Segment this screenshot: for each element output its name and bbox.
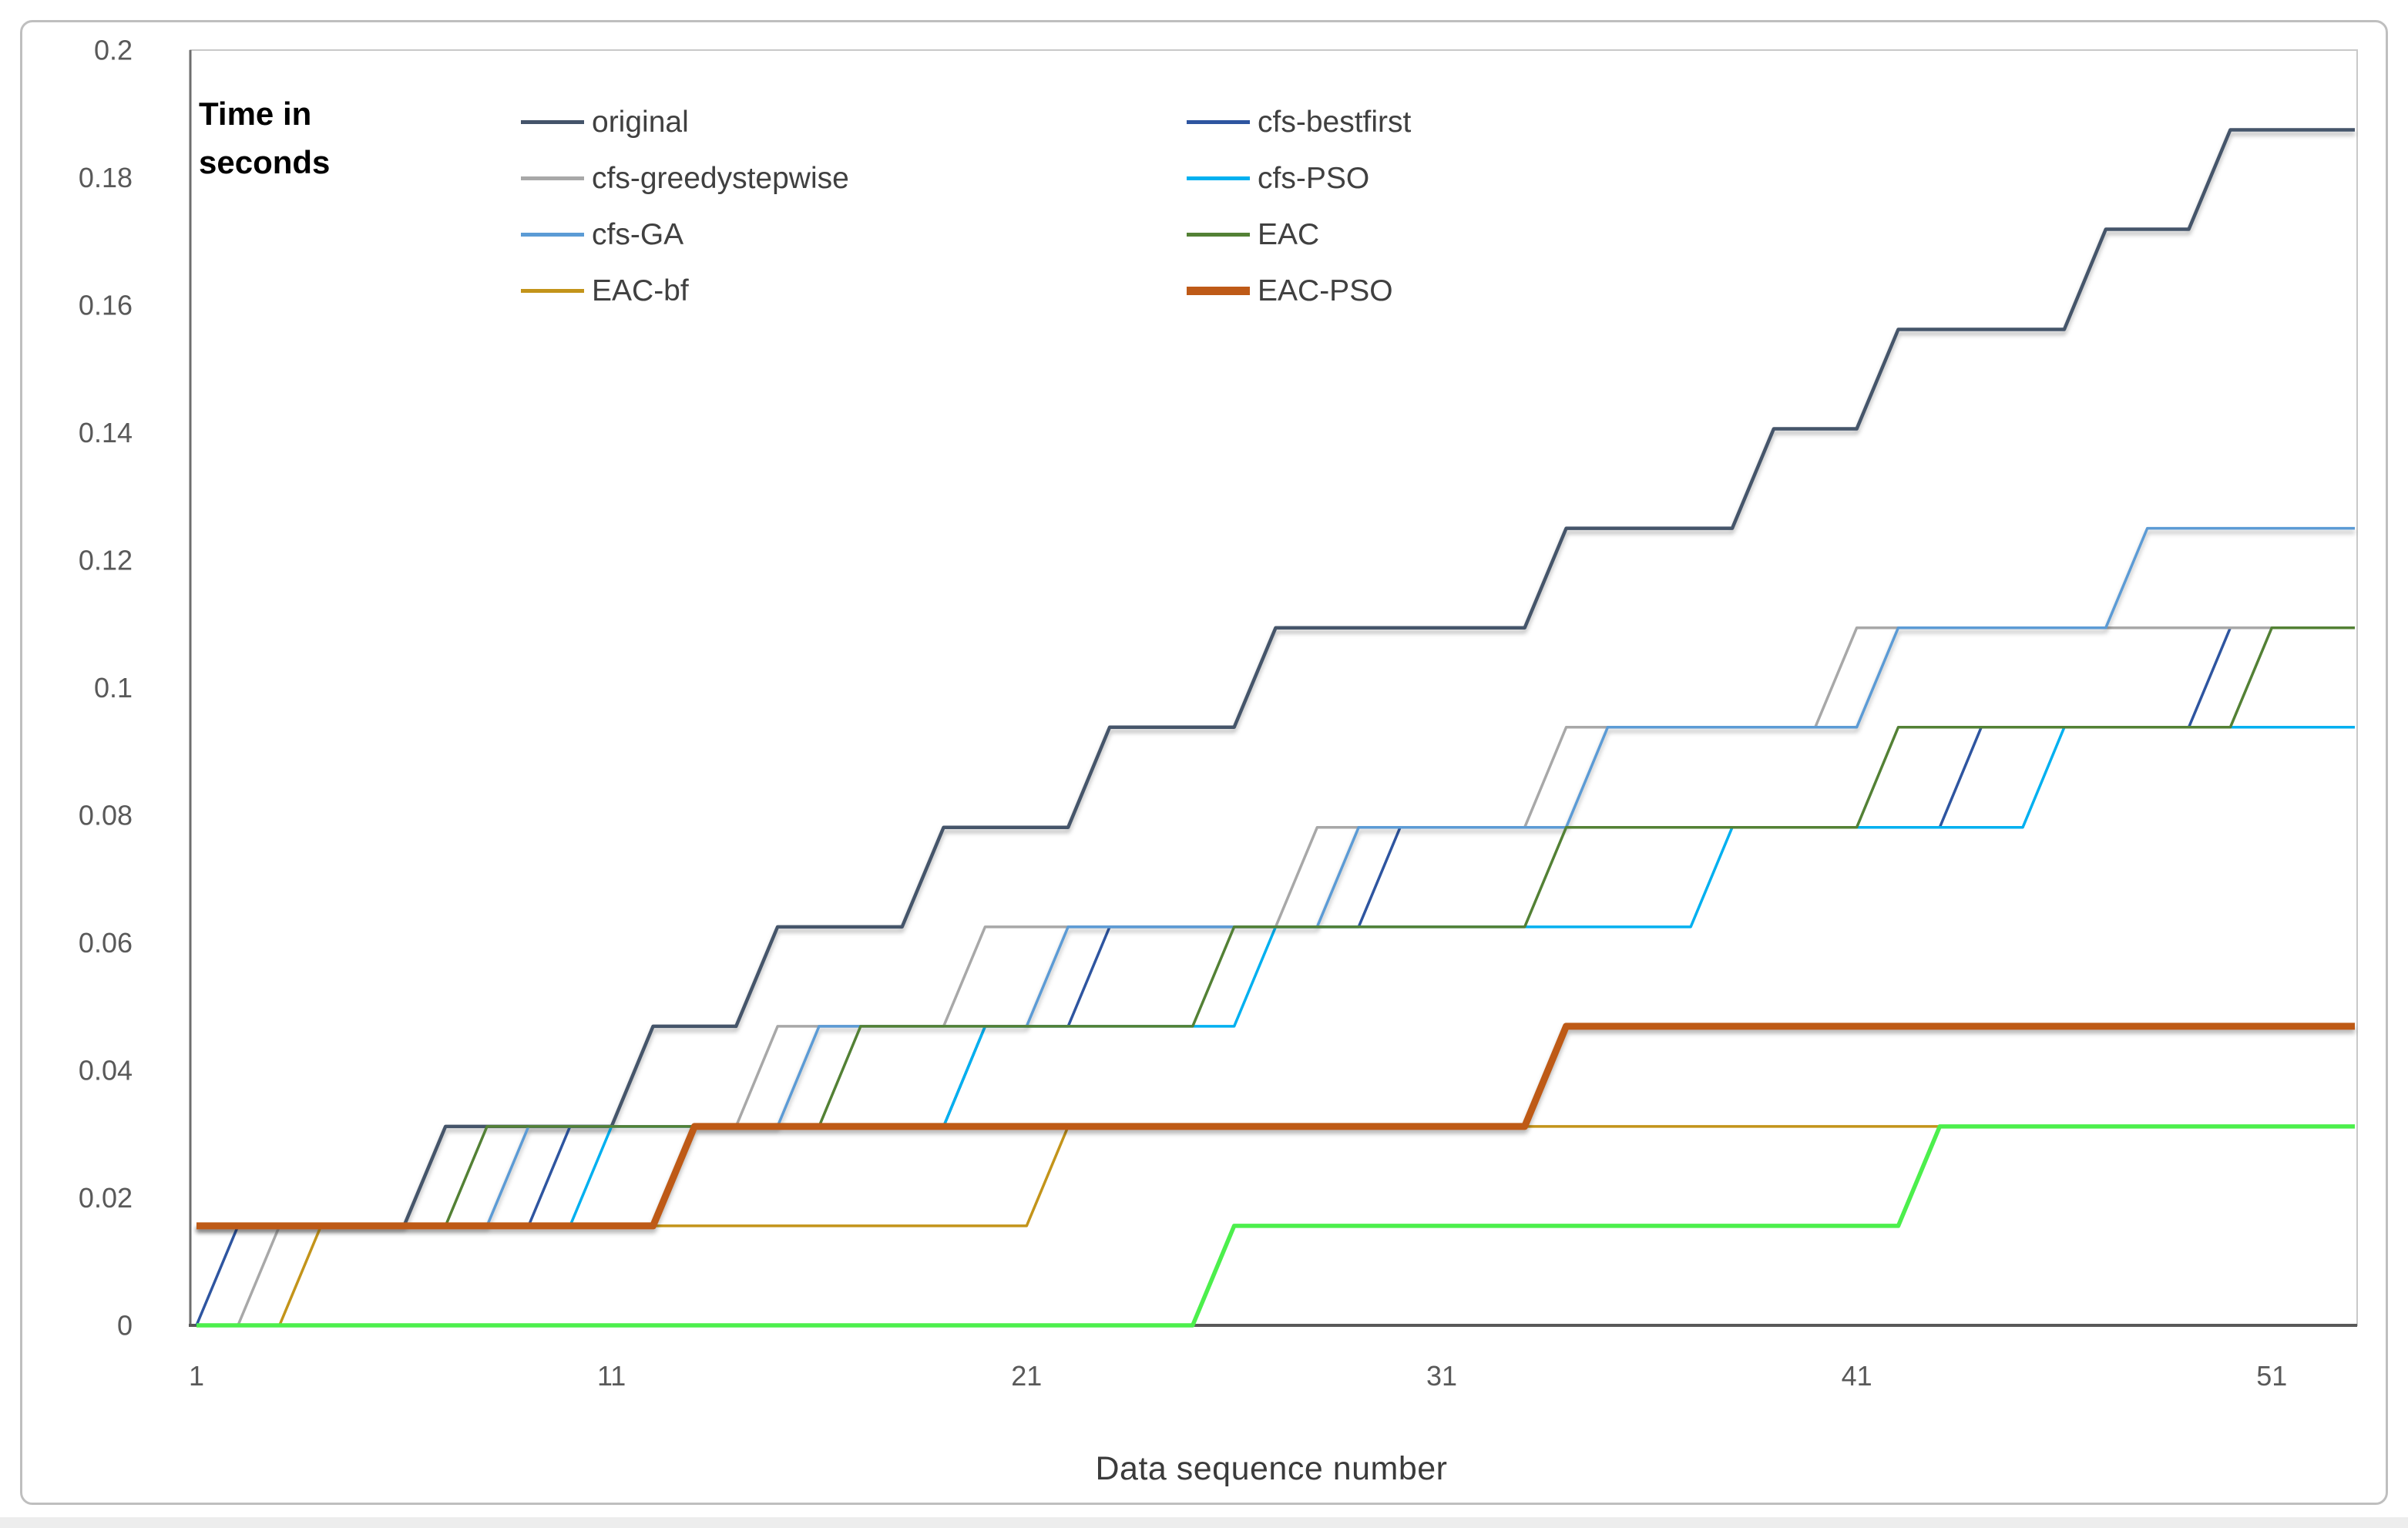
legend-label-cfs-greedystepwise: cfs-greedystepwise [592,161,849,195]
y-tick-label: 0.02 [79,1182,133,1214]
legend-column-1: original cfs-greedystepwise cfs-GA EAC-bf [521,94,849,319]
legend-label-original: original [592,105,689,139]
legend-swatch-EAC-bf [521,288,584,294]
y-tick-label: 0.06 [79,927,133,959]
legend-item-EAC: EAC [1187,207,1411,263]
legend-swatch-cfs-PSO [1187,176,1250,181]
legend-swatch-cfs-greedystepwise [521,176,584,181]
legend-swatch-original [521,119,584,125]
legend-swatch-EAC-PSO [1187,287,1250,295]
y-tick-label: 0.14 [79,417,133,448]
series-line-cfs-GA [196,526,2355,1227]
legend-label-cfs-PSO: cfs-PSO [1258,161,1370,195]
legend-item-EAC-PSO: EAC-PSO [1187,263,1411,319]
x-tick-label: 41 [1842,1360,1872,1392]
legend-item-cfs-PSO: cfs-PSO [1187,150,1411,207]
legend-item-cfs-greedystepwise: cfs-greedystepwise [521,150,849,207]
x-axis-title: Data sequence number [1095,1450,1448,1487]
legend-item-original: original [521,94,849,150]
y-tick-label: 0.04 [79,1055,133,1086]
x-tick-label: 31 [1426,1360,1457,1392]
x-tick-label: 51 [2256,1360,2287,1392]
series-line-cfs-greedystepwise [196,626,2355,1327]
figure-border [20,20,2388,1505]
x-tick-label: 21 [1011,1360,1042,1392]
legend-swatch-cfs-bestfirst [1187,119,1250,125]
legend-label-cfs-GA: cfs-GA [592,217,684,251]
series-line-original [196,128,2355,1228]
legend-label-EAC: EAC [1258,217,1320,251]
legend-item-EAC-bf: EAC-bf [521,263,849,319]
series-line-cfs-bestfirst [195,626,2355,1326]
y-tick-label: 0.1 [94,672,133,704]
legend-swatch-cfs-GA [521,232,584,237]
y-tick-label: 0.18 [79,162,133,193]
legend-label-EAC-bf: EAC-bf [592,274,689,307]
series-line-unlabeled [196,1124,2355,1328]
y-tick-label: 0.16 [79,290,133,321]
y-tick-label: 0.12 [79,545,133,576]
legend-column-2: cfs-bestfirst cfs-PSO EAC EAC-PSO [1187,94,1411,319]
series-line-cfs-PSO [196,726,2355,1227]
window-bottom-strip [0,1517,2408,1528]
y-tick-label: 0.08 [79,800,133,831]
y-tick-label: 0 [117,1310,133,1342]
series-line-EAC-PSO [196,1023,2355,1230]
legend-label-cfs-bestfirst: cfs-bestfirst [1258,105,1412,139]
legend-swatch-EAC [1187,232,1250,237]
y-tick-label: 0.2 [94,35,133,66]
series-line-EAC [196,626,2355,1227]
x-tick-label: 11 [597,1360,626,1392]
legend-item-cfs-GA: cfs-GA [521,207,849,263]
legend-label-EAC-PSO: EAC-PSO [1258,274,1393,307]
y-axis-title: Time in seconds [199,96,331,180]
x-tick-label: 1 [189,1360,204,1392]
legend-item-cfs-bestfirst: cfs-bestfirst [1187,94,1411,150]
